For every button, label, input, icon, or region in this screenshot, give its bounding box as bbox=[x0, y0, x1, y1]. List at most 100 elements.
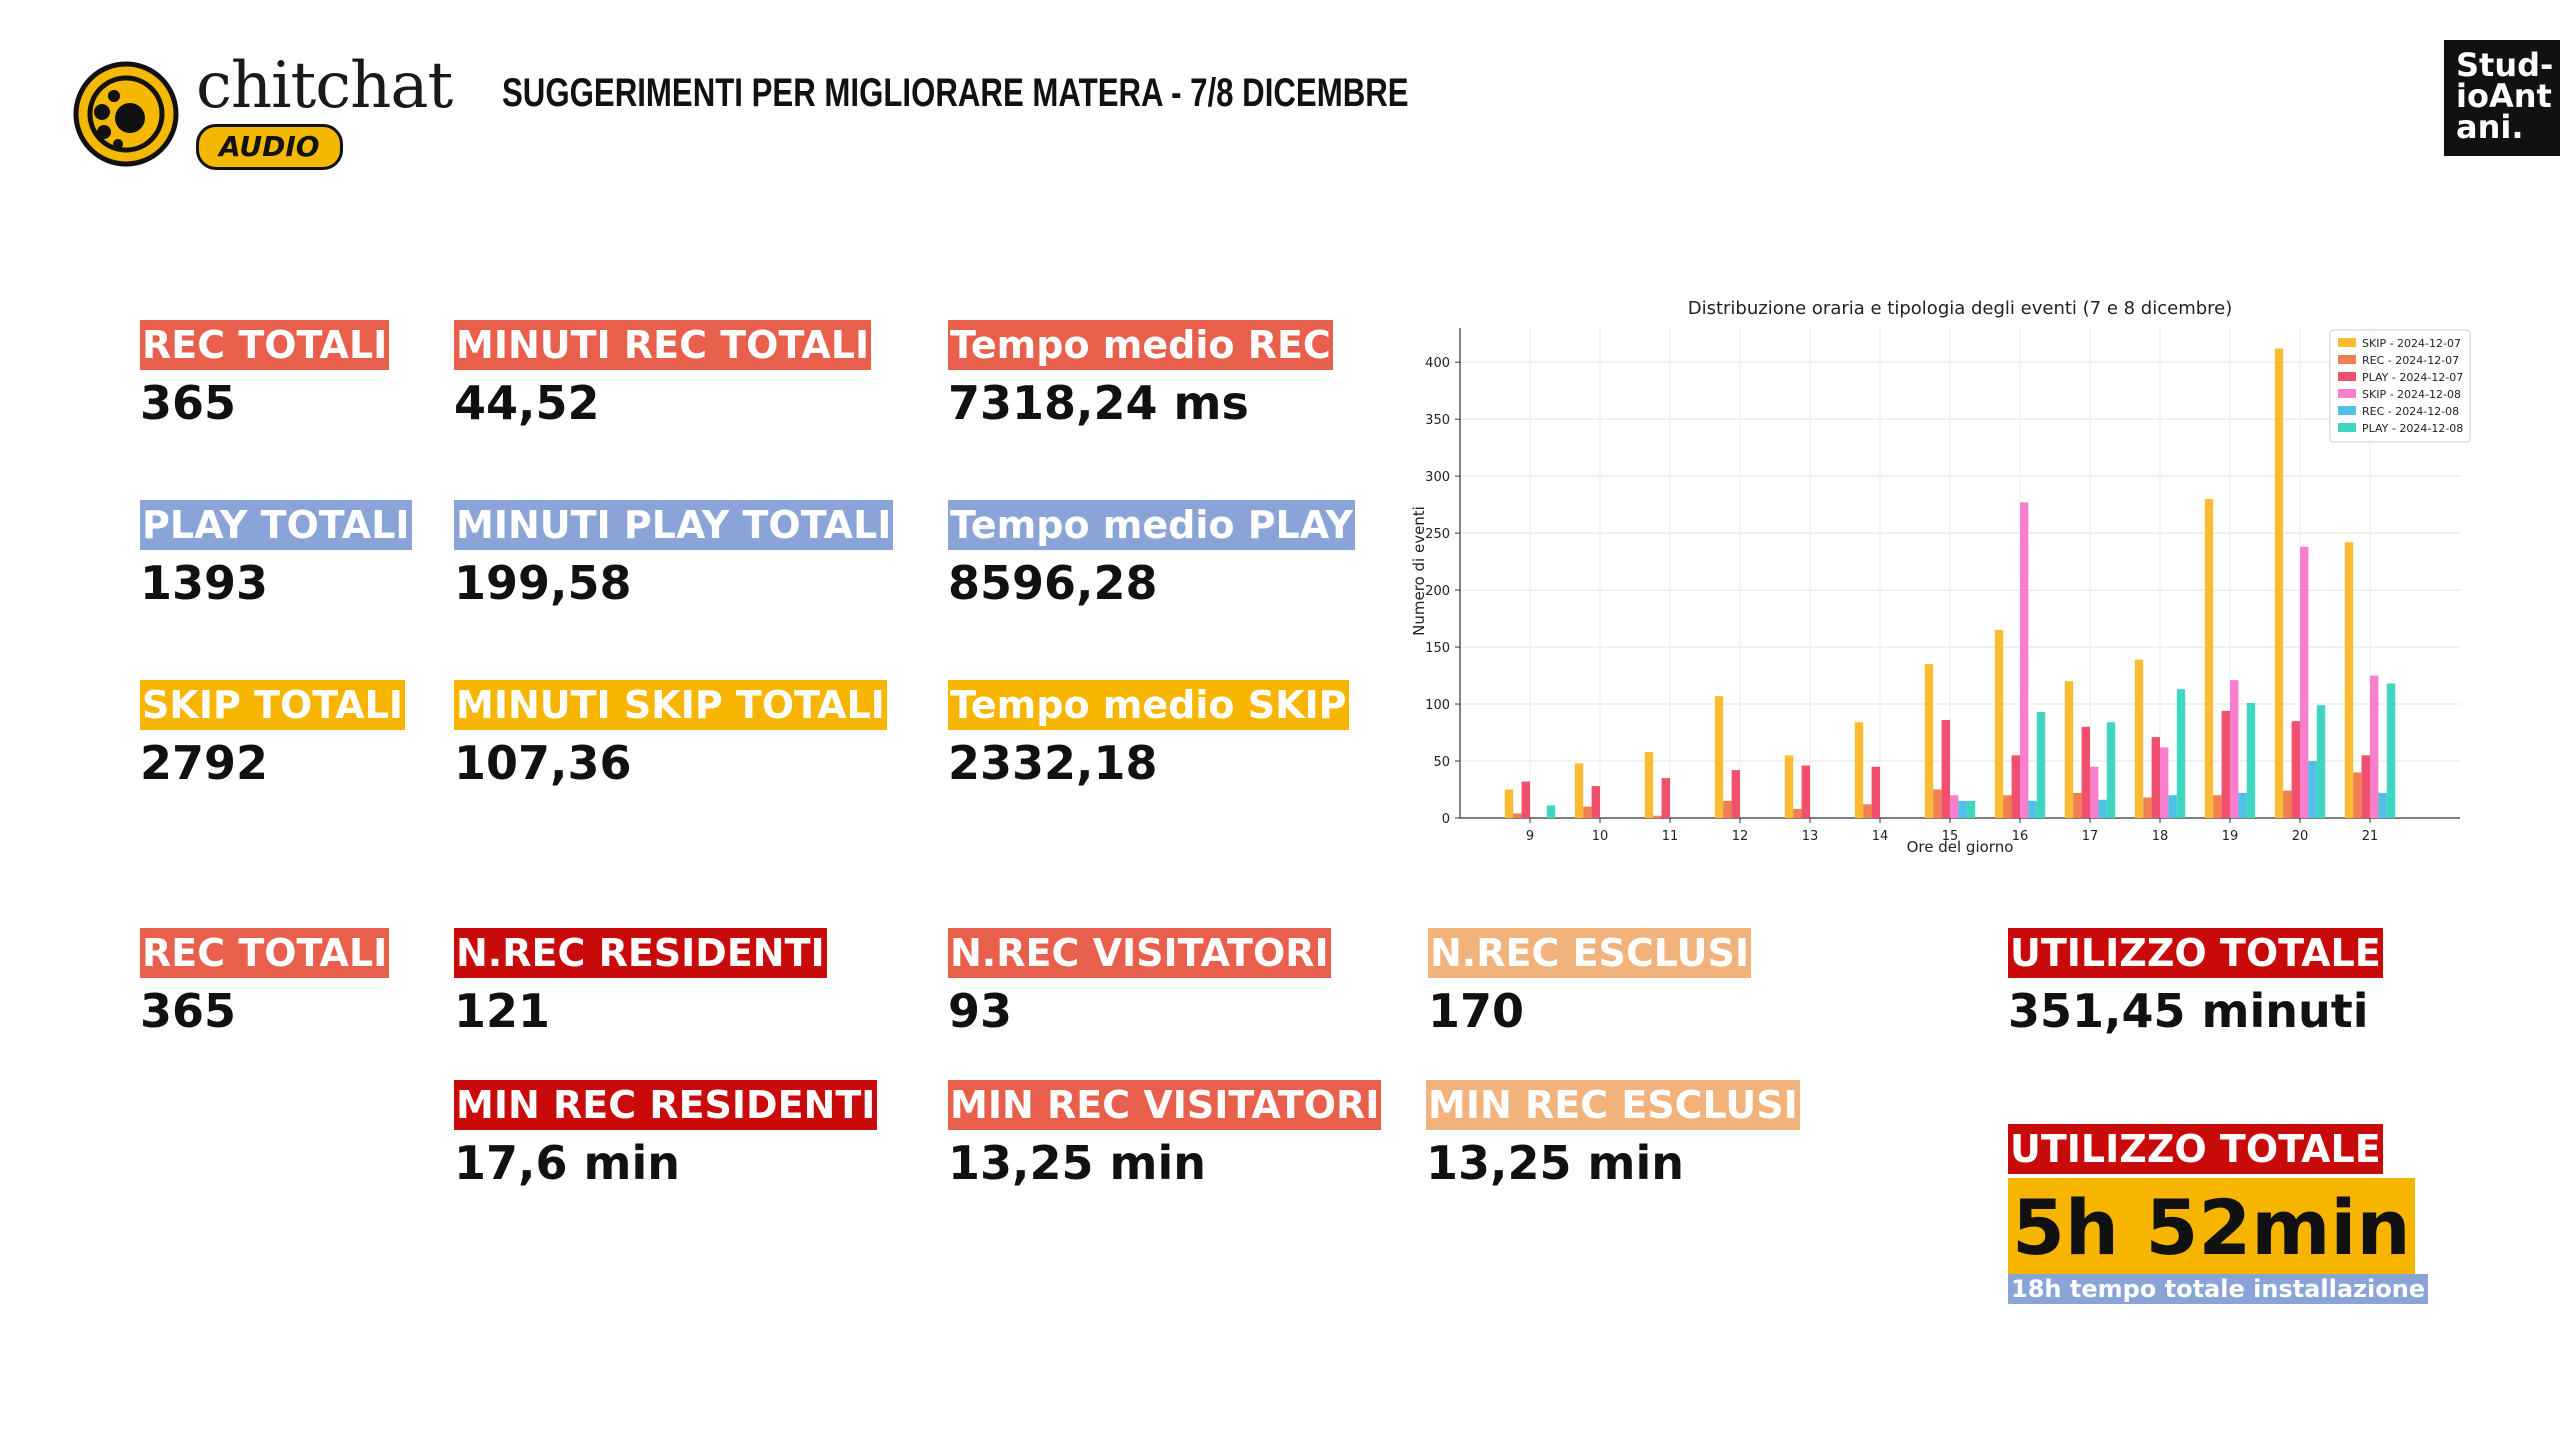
stat-tempo-medio-play: Tempo medio PLAY 8596,28 bbox=[948, 500, 1356, 614]
stat-label: MINUTI SKIP TOTALI bbox=[454, 680, 887, 730]
y-tick-label: 100 bbox=[1425, 698, 1450, 713]
bar bbox=[2213, 795, 2222, 818]
bar bbox=[1958, 800, 1967, 818]
stat-value: 121 bbox=[454, 984, 551, 1038]
chart-x-ticks: 9 10 11 12 13 14 15 16 17 18 19 20 21 bbox=[1526, 829, 2378, 844]
chart-bars bbox=[1504, 348, 2396, 818]
bar bbox=[2283, 790, 2292, 818]
bar bbox=[2386, 683, 2396, 818]
brand-badge: AUDIO bbox=[196, 124, 343, 170]
bar bbox=[1653, 815, 1662, 818]
y-tick-label: 300 bbox=[1425, 470, 1450, 485]
stat-label: MIN REC ESCLUSI bbox=[1426, 1080, 1800, 1130]
y-tick-label: 200 bbox=[1425, 584, 1450, 599]
bar bbox=[2204, 498, 2214, 818]
stat-value: 107,36 bbox=[454, 736, 632, 790]
studio-antani-logo: Stud- ioAnt ani. bbox=[2444, 40, 2560, 156]
bar bbox=[2361, 755, 2370, 818]
legend-label: PLAY - 2024-12-07 bbox=[2362, 371, 2463, 384]
studio-logo-line: ani. bbox=[2456, 108, 2524, 146]
bar bbox=[2246, 702, 2256, 818]
stat-label: MIN REC RESIDENTI bbox=[454, 1080, 878, 1130]
event-distribution-chart: Distribuzione oraria e tipologia degli e… bbox=[1410, 298, 2471, 856]
y-tick-label: 0 bbox=[1442, 812, 1450, 827]
bar bbox=[1504, 789, 1514, 818]
x-tick-label: 18 bbox=[2152, 829, 2169, 844]
bar bbox=[2274, 348, 2284, 818]
legend-swatch bbox=[2338, 338, 2356, 347]
bar bbox=[2168, 795, 2177, 818]
stat-label: REC TOTALI bbox=[140, 320, 390, 370]
chart-y-ticks: 0 50 100 150 200 250 300 350 400 bbox=[1425, 356, 1450, 827]
x-tick-label: 19 bbox=[2222, 829, 2239, 844]
bar bbox=[2221, 710, 2230, 818]
bar bbox=[2151, 737, 2160, 818]
install-time-note: 18h tempo totale installazione bbox=[2008, 1274, 2429, 1304]
stat-value: 8596,28 bbox=[948, 556, 1158, 610]
stat-label: N.REC RESIDENTI bbox=[454, 928, 827, 978]
bar bbox=[2160, 747, 2169, 818]
stat-min-rec-residenti: MIN REC RESIDENTI 17,6 min bbox=[454, 1080, 878, 1194]
bar bbox=[2176, 689, 2186, 818]
stat-rec-totali-bottom: REC TOTALI 365 bbox=[140, 928, 390, 1042]
x-tick-label: 12 bbox=[1732, 829, 1749, 844]
bar bbox=[1994, 629, 2004, 818]
stat-label: Tempo medio REC bbox=[948, 320, 1333, 370]
page-title: SUGGERIMENTI PER MIGLIORARE MATERA - 7/8… bbox=[502, 71, 1409, 115]
stat-label: SKIP TOTALI bbox=[140, 680, 405, 730]
x-tick-label: 14 bbox=[1872, 829, 1889, 844]
legend-label: REC - 2024-12-07 bbox=[2362, 354, 2459, 367]
chart-title: Distribuzione oraria e tipologia degli e… bbox=[1688, 298, 2233, 319]
x-tick-label: 20 bbox=[2292, 829, 2309, 844]
bar bbox=[2300, 546, 2309, 818]
bar bbox=[1966, 800, 1976, 818]
x-tick-label: 21 bbox=[2362, 829, 2379, 844]
bar bbox=[2344, 542, 2354, 818]
legend-label: SKIP - 2024-12-07 bbox=[2362, 337, 2461, 350]
bar bbox=[2230, 680, 2239, 818]
bar bbox=[1661, 778, 1670, 818]
stat-label: MIN REC VISITATORI bbox=[948, 1080, 1382, 1130]
bar bbox=[2020, 502, 2029, 818]
stat-min-rec-esclusi: MIN REC ESCLUSI 13,25 min bbox=[1426, 1080, 1800, 1194]
bar bbox=[2106, 722, 2116, 818]
stat-value: 199,58 bbox=[454, 556, 632, 610]
bar bbox=[1941, 720, 1950, 818]
bar bbox=[2073, 792, 2082, 818]
legend-box bbox=[2329, 329, 2471, 443]
bar bbox=[1924, 664, 1934, 818]
stat-label: UTILIZZO TOTALE bbox=[2008, 1124, 2383, 1174]
stat-label: REC TOTALI bbox=[140, 928, 390, 978]
x-tick-label: 16 bbox=[2012, 829, 2029, 844]
stat-value: 93 bbox=[948, 984, 1013, 1038]
utilizzo-totale-big-value: 5h 52min bbox=[2008, 1178, 2415, 1278]
stat-value: 170 bbox=[1428, 984, 1525, 1038]
bar bbox=[1513, 813, 1522, 818]
y-tick-label: 150 bbox=[1425, 641, 1450, 656]
bar bbox=[2003, 795, 2012, 818]
bar bbox=[2098, 799, 2107, 818]
stat-label: MINUTI REC TOTALI bbox=[454, 320, 872, 370]
bar bbox=[2028, 800, 2037, 818]
chart-x-label: Ore del giorno bbox=[1907, 838, 2014, 856]
chart-legend: SKIP - 2024-12-07 REC - 2024-12-07 PLAY - … bbox=[2329, 329, 2471, 443]
bar bbox=[2064, 681, 2074, 818]
stat-play-totali: PLAY TOTALI 1393 bbox=[140, 500, 412, 614]
legend-swatch bbox=[2338, 423, 2356, 432]
stat-label: PLAY TOTALI bbox=[140, 500, 412, 550]
bar bbox=[1591, 786, 1600, 818]
stat-skip-totali: SKIP TOTALI 2792 bbox=[140, 680, 405, 794]
bar bbox=[1644, 751, 1654, 818]
stat-value: 351,45 minuti bbox=[2008, 984, 2369, 1038]
stat-label: N.REC VISITATORI bbox=[948, 928, 1331, 978]
stat-value: 365 bbox=[140, 984, 237, 1038]
bar bbox=[1521, 781, 1530, 818]
stat-value: 13,25 min bbox=[948, 1136, 1206, 1190]
stat-label: N.REC ESCLUSI bbox=[1428, 928, 1752, 978]
bar bbox=[2378, 792, 2387, 818]
bar bbox=[1950, 795, 1959, 818]
stat-value: 1393 bbox=[140, 556, 269, 610]
bar bbox=[1714, 696, 1724, 818]
stat-minuti-skip-totali: MINUTI SKIP TOTALI 107,36 bbox=[454, 680, 887, 794]
bar bbox=[1583, 806, 1592, 818]
